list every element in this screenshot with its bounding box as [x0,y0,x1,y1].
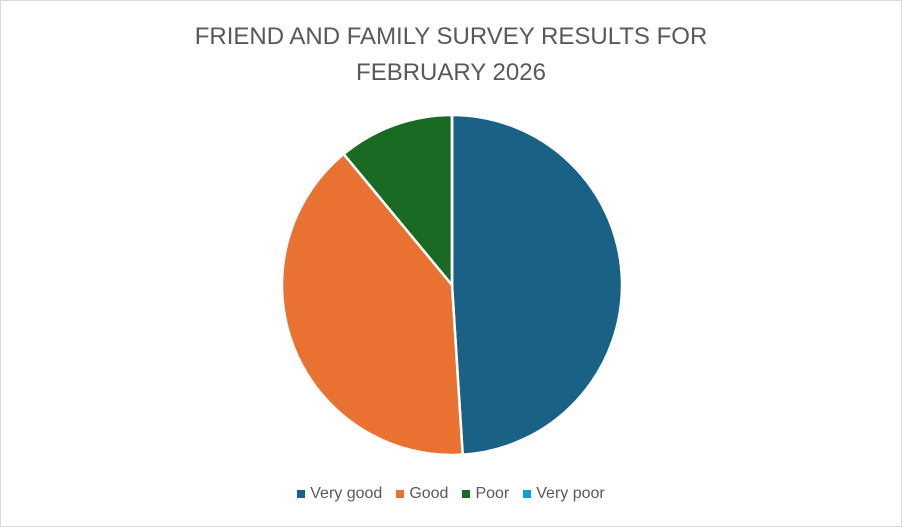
legend-label: Good [409,485,449,502]
chart-title: FRIEND AND FAMILY SURVEY RESULTS FOR FEB… [194,23,708,86]
legend-swatch [523,490,532,498]
legend-item: Good [396,485,448,503]
plot-area [280,113,624,457]
legend-swatch [396,490,405,498]
legend-label: Very good [310,485,383,502]
legend-item: Very poor [523,485,605,503]
legend-item: Very good [297,485,382,503]
legend: Very good Good Poor Very poor [1,485,901,503]
pie-slice [342,113,454,287]
legend-label: Very poor [536,485,605,502]
pie-slice [450,113,624,456]
legend-item: Poor [462,485,509,503]
pie-slice [280,152,464,457]
legend-swatch [297,490,306,498]
legend-swatch [462,490,471,498]
legend-label: Poor [475,485,510,502]
